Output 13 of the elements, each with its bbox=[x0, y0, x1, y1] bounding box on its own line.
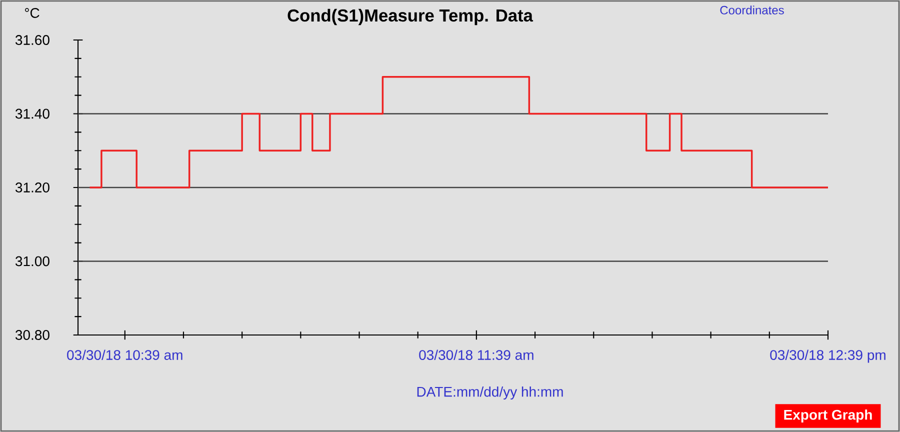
x-tick-label: 03/30/18 11:39 am bbox=[419, 350, 534, 360]
x-tick-label: 03/30/18 10:39 am bbox=[67, 350, 182, 360]
y-axis-title: °C bbox=[24, 8, 40, 18]
text: Coordinates bbox=[720, 6, 784, 14]
text: Export Graph bbox=[784, 409, 872, 423]
y-tick-label: 31.40 bbox=[15, 108, 50, 119]
y-tick-label: 30.80 bbox=[15, 330, 50, 340]
x-axis-title: DATE:mm/dd/yy hh:mm bbox=[417, 386, 563, 400]
y-tick-label: 31.60 bbox=[15, 35, 50, 45]
x-tick-label: 03/30/18 12:39 pm bbox=[770, 350, 886, 363]
chart-title: Cond(S1)Measure Temp. Data bbox=[288, 8, 534, 26]
y-tick-label: 31.00 bbox=[15, 256, 50, 266]
y-tick-label: 31.20 bbox=[15, 182, 50, 192]
